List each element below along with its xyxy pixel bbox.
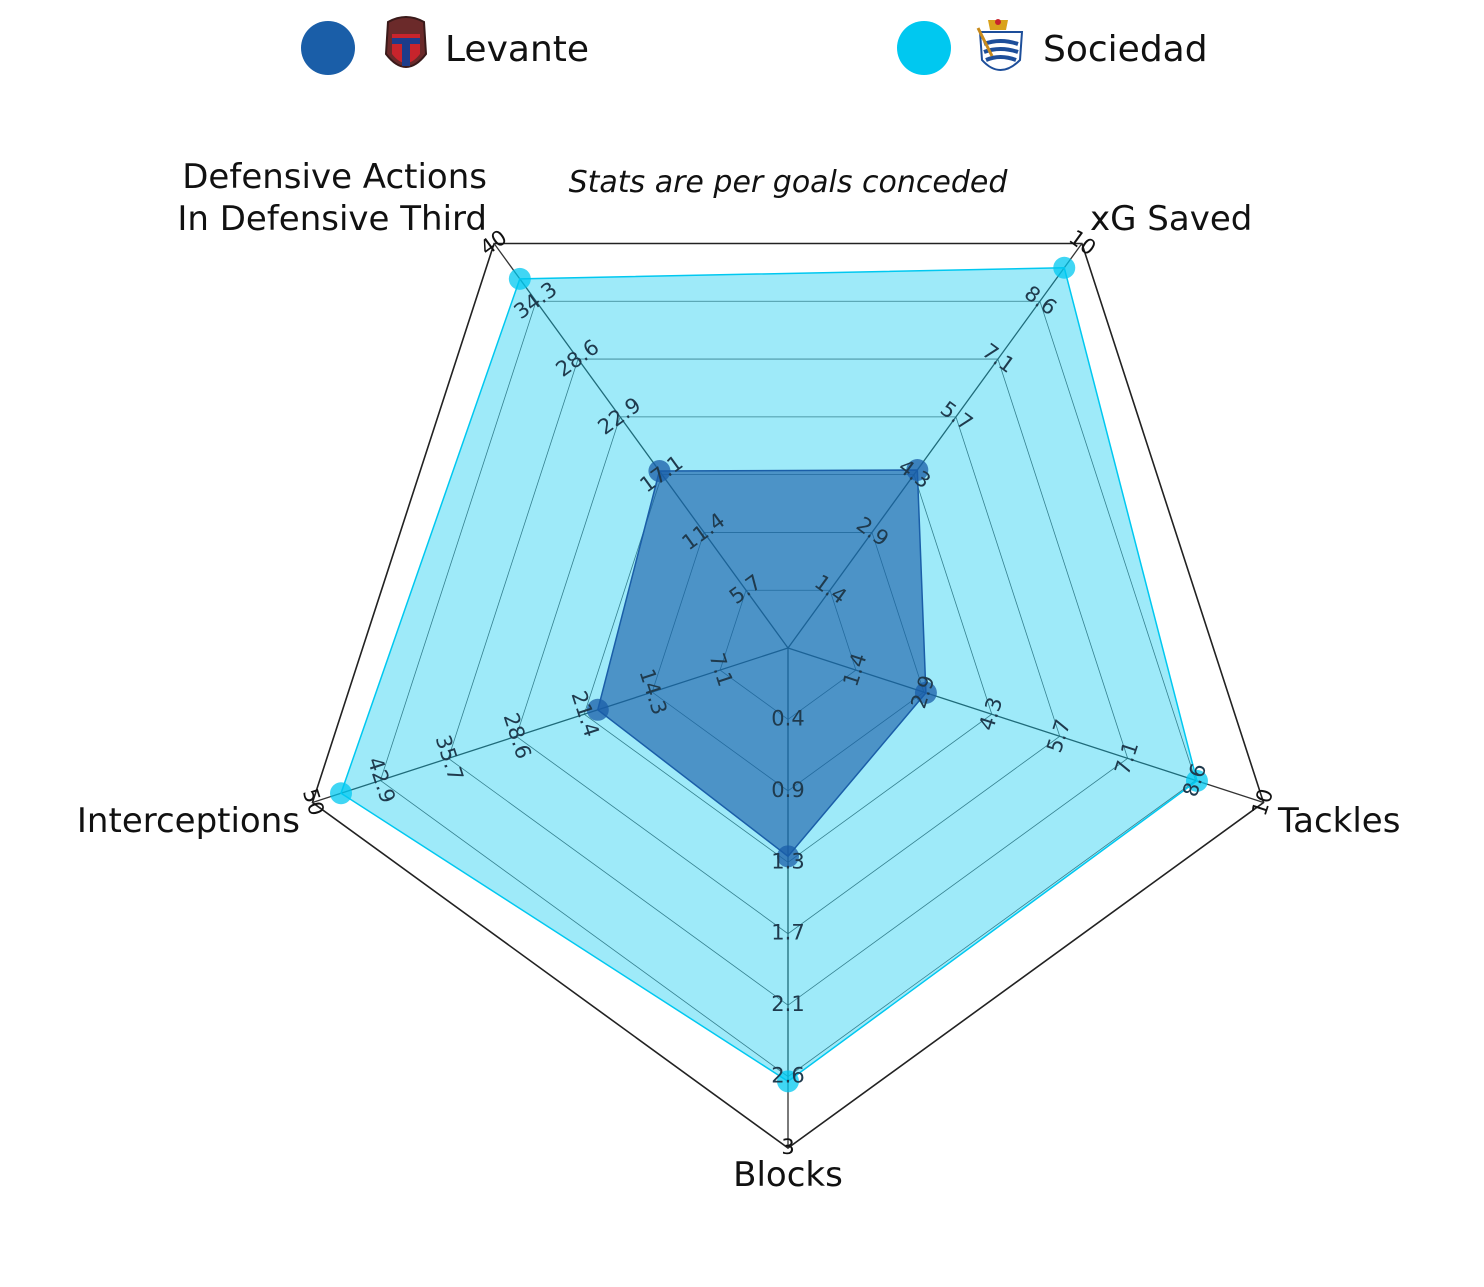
point-sociedad-blocks <box>777 1070 799 1093</box>
legend-dot-levante <box>301 21 355 75</box>
point-levante-xg-saved <box>906 459 929 482</box>
tick-label-blocks-6: 2.6 <box>771 1064 804 1088</box>
point-sociedad-defensive-actions-in-defensive-third <box>508 267 531 290</box>
grid-ring-7 <box>311 242 1265 1149</box>
legend-label-levante: Levante <box>445 29 589 70</box>
point-levante-interceptions <box>586 698 609 721</box>
axis-label-line-defensive-actions-in-defensive-third-1: Defensive Actions <box>182 157 487 197</box>
tick-label-tackles-7: 10 <box>1247 786 1278 819</box>
point-levante-blocks <box>777 845 799 868</box>
legend-dot-sociedad <box>897 21 951 75</box>
grid-ring-6 <box>379 300 1197 1078</box>
tick-label-blocks-3: 1.3 <box>771 849 804 873</box>
tick-label-blocks-2: 0.9 <box>771 778 804 802</box>
grid-ring-4 <box>515 416 1061 935</box>
legend: Levante Sociedad <box>301 16 1208 75</box>
point-sociedad-tackles <box>1185 769 1208 792</box>
axis-label-line-defensive-actions-in-defensive-third-2: In Defensive Third <box>177 199 487 239</box>
axis-label-xg-saved: xG Saved <box>1090 199 1252 239</box>
axis-label-blocks: Blocks <box>733 1155 843 1195</box>
point-sociedad-xg-saved <box>1053 256 1076 279</box>
series-area-levante <box>596 469 927 858</box>
chart-subtitle: Stats are per goals conceded <box>569 165 1009 200</box>
tick-label-blocks-5: 2.1 <box>771 992 804 1016</box>
axis-label-interceptions: Interceptions <box>77 801 300 841</box>
levante-crest-icon <box>384 16 428 68</box>
axis-label-line-tackles-1: Tackles <box>1277 801 1400 841</box>
grid-ring-5 <box>447 358 1129 1006</box>
tick-label-interceptions-7: 50 <box>298 786 329 819</box>
axis-label-line-blocks-1: Blocks <box>733 1155 843 1195</box>
point-sociedad-interceptions <box>330 782 353 805</box>
point-levante-tackles <box>914 681 937 704</box>
legend-label-sociedad: Sociedad <box>1043 29 1208 70</box>
tick-label-blocks-4: 1.7 <box>771 921 804 945</box>
sociedad-crest-icon <box>976 19 1024 71</box>
axis-label-line-xg-saved-1: xG Saved <box>1090 199 1252 239</box>
point-levante-defensive-actions-in-defensive-third <box>648 460 671 483</box>
axis-label-line-interceptions-1: Interceptions <box>77 801 300 841</box>
tick-label-blocks-1: 0.4 <box>771 706 804 730</box>
axis-label-tackles: Tackles <box>1277 801 1400 841</box>
legend-item-sociedad[interactable]: Sociedad <box>897 19 1208 75</box>
legend-item-levante[interactable]: Levante <box>301 16 589 75</box>
tick-label-blocks-7: 3 <box>781 1135 794 1159</box>
radar-grid <box>311 242 1265 1149</box>
radar-axis-labels: xG Saved Tackles Blocks Interceptions Defens… <box>77 157 1401 1195</box>
radar-series <box>330 256 1208 1093</box>
